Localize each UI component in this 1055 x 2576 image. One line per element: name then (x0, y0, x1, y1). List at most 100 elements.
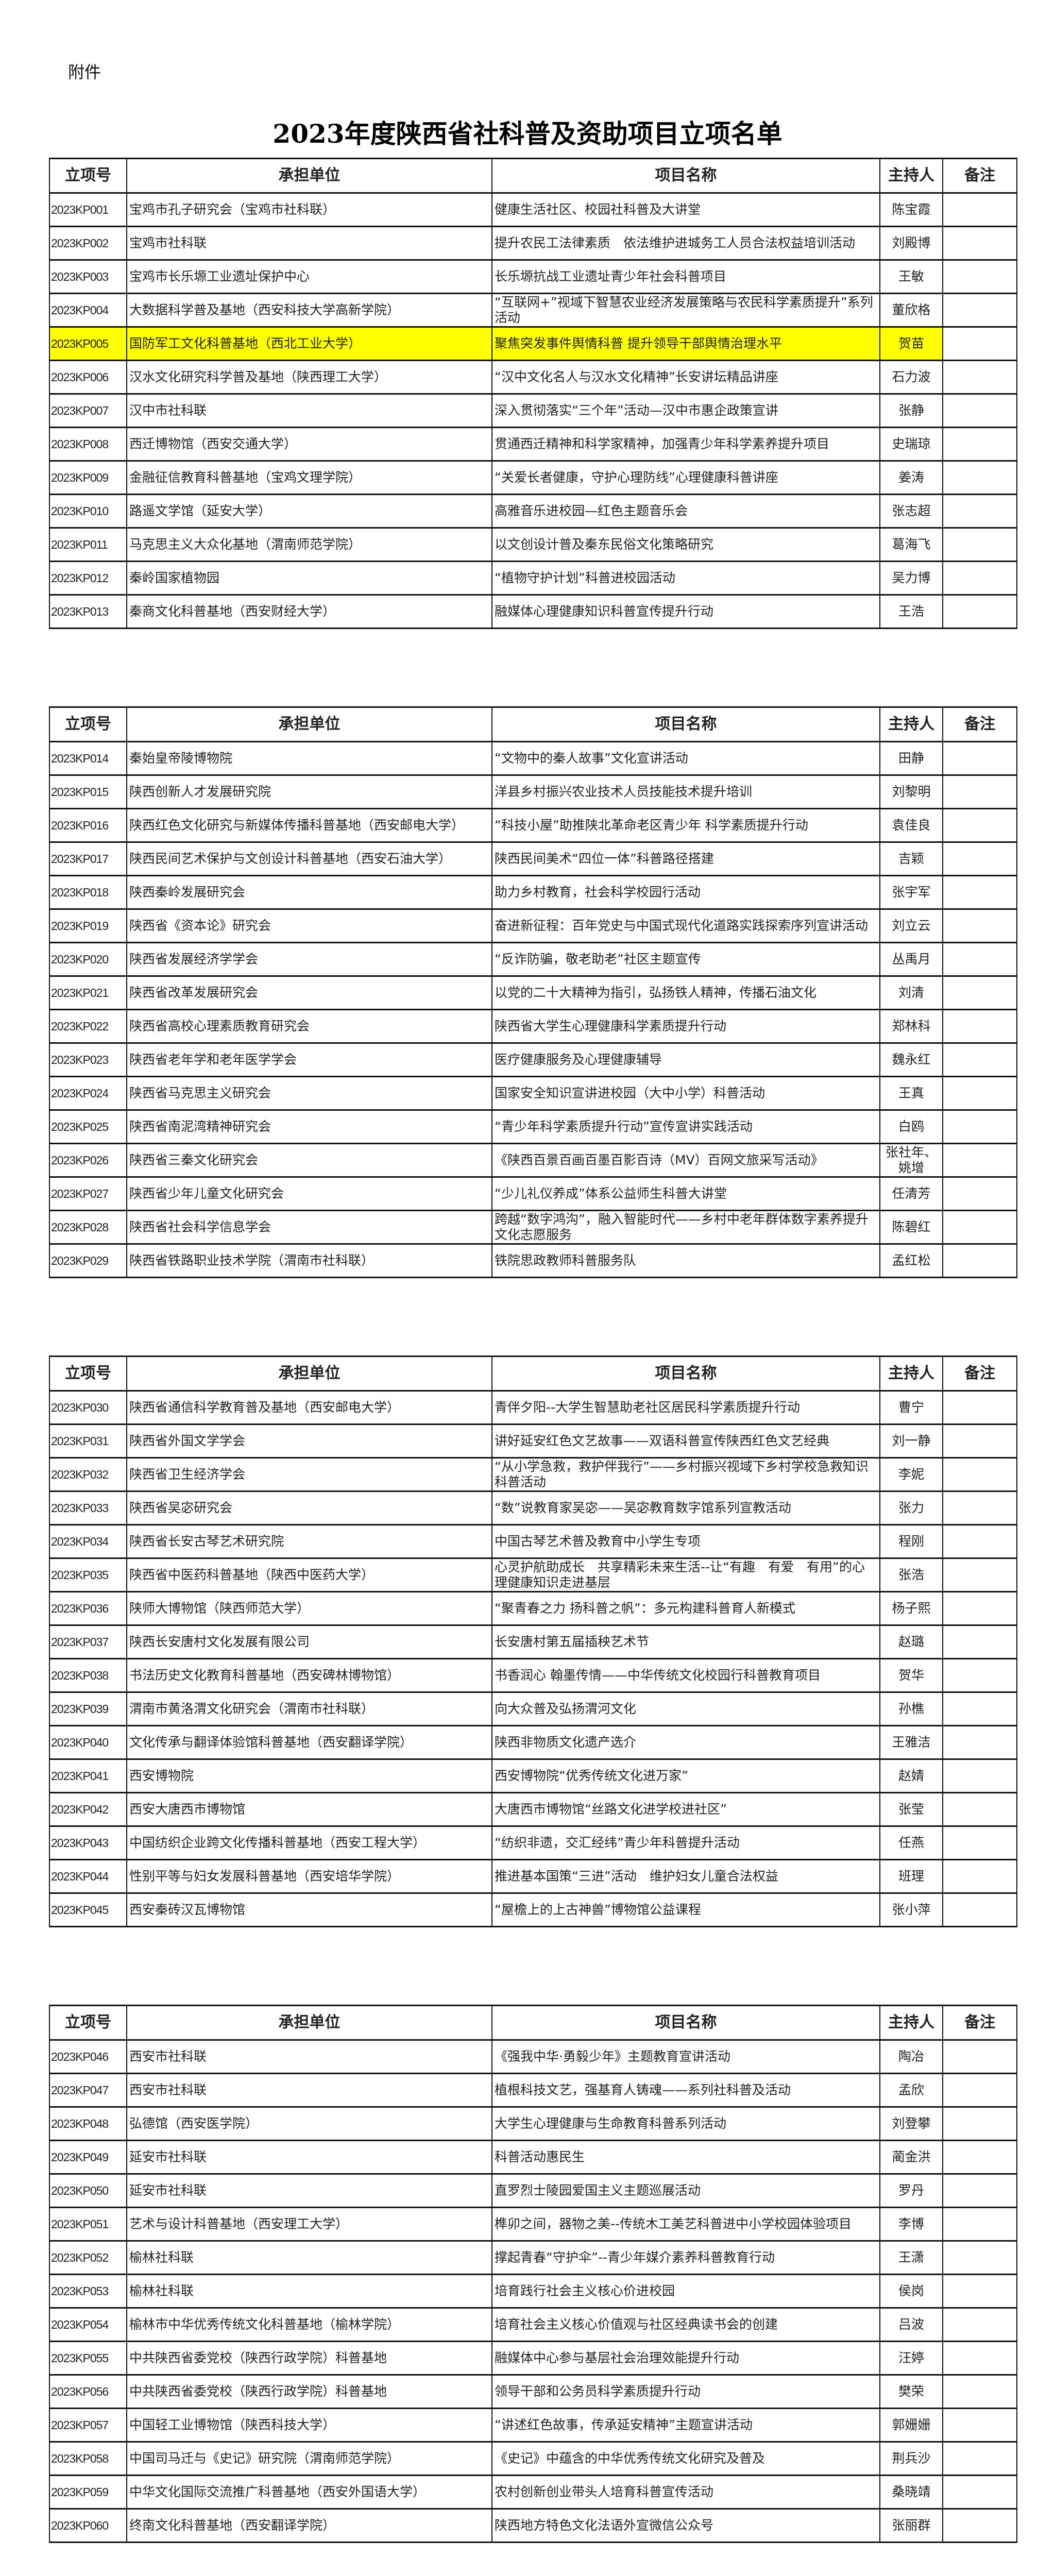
cell-unit: 陕西省三秦文化研究会 (126, 1143, 492, 1178)
cell-unit: 秦始皇帝陵博物院 (126, 741, 492, 776)
cell-note (942, 1859, 1017, 1894)
cell-id: 2023KP058 (49, 2441, 127, 2476)
cell-project: “植物守护计划”科普进校园活动 (491, 561, 880, 596)
cell-unit: 大数据科学普及基地（西安科技大学高新学院） (126, 293, 492, 328)
cell-host: 魏永红 (879, 1042, 943, 1077)
cell-note (942, 1591, 1017, 1626)
cell-unit: 弘德馆（西安医学院） (126, 2106, 492, 2141)
cell-id: 2023KP030 (49, 1390, 127, 1425)
project-table: 立项号 承担单位 项目名称 主持人 备注 2023KP030 陕西省通信科学教育普及基地（西… (49, 1355, 1017, 1927)
cell-id: 2023KP022 (49, 1009, 127, 1044)
cell-note (942, 360, 1017, 395)
cell-note (942, 908, 1017, 943)
cell-id: 2023KP041 (49, 1758, 127, 1793)
cell-id: 2023KP054 (49, 2307, 127, 2342)
cell-id: 2023KP007 (49, 393, 127, 428)
cell-project: 高雅音乐进校园—红色主题音乐会 (491, 494, 880, 529)
cell-id: 2023KP028 (49, 1210, 127, 1245)
table-row: 2023KP014 秦始皇帝陵博物院 “文物中的秦人故事”文化宣讲活动 田静 (49, 741, 1017, 776)
cell-unit: 汉中市社科联 (126, 393, 492, 428)
cell-project: 中国古琴艺术普及教育中小学生专项 (491, 1524, 880, 1559)
cell-project: 洋县乡村振兴农业技术人员技能技术提升培训 (491, 774, 880, 809)
table-row: 2023KP031 陕西省外国文学学会 讲好延安红色文艺故事——双语科普宣传陕西红色… (49, 1423, 1017, 1459)
cell-unit: 文化传承与翻译体验馆科普基地（西安翻译学院） (126, 1725, 492, 1760)
cell-project: 以党的二十大精神为指引，弘扬铁人精神，传播石油文化 (491, 975, 880, 1010)
table-row: 2023KP058 中国司马迁与《史记》研究院（渭南师范学院） 《史记》中蕴含的中华… (49, 2441, 1017, 2476)
cell-id: 2023KP019 (49, 908, 127, 943)
cell-unit: 西安市社科联 (126, 2039, 492, 2074)
cell-id: 2023KP038 (49, 1658, 127, 1693)
cell-note (942, 1176, 1017, 1211)
cell-project: 书香润心 翰墨传情——中华传统文化校园行科普教育项目 (491, 1658, 880, 1693)
cell-host: 刘黎明 (879, 774, 943, 809)
cell-id: 2023KP008 (49, 427, 127, 462)
column-header-host: 主持人 (879, 2005, 943, 2041)
cell-id: 2023KP050 (49, 2173, 127, 2208)
cell-id: 2023KP060 (49, 2508, 127, 2543)
cell-unit: 秦岭国家植物园 (126, 561, 492, 596)
table-row: 2023KP018 陕西秦岭发展研究会 助力乡村教育，社会科学校园行活动 张宇军 (49, 875, 1017, 910)
cell-id: 2023KP021 (49, 975, 127, 1010)
cell-id: 2023KP042 (49, 1792, 127, 1827)
cell-note (942, 1658, 1017, 1693)
cell-id: 2023KP049 (49, 2140, 127, 2175)
cell-project: 青伴夕阳--大学生智慧助老社区居民科学素质提升行动 (491, 1390, 880, 1425)
column-header-unit: 承担单位 (126, 2005, 492, 2041)
cell-id: 2023KP032 (49, 1457, 127, 1492)
cell-project: “少儿礼仪养成”体系公益师生科普大讲堂 (491, 1176, 880, 1211)
cell-host: 张小萍 (879, 1892, 943, 1927)
cell-unit: 马克思主义大众化基地（渭南师范学院） (126, 527, 492, 562)
column-header-host: 主持人 (879, 158, 943, 194)
cell-note (942, 741, 1017, 776)
cell-host: 陈碧红 (879, 1210, 943, 1245)
cell-unit: 汉水文化研究科学普及基地（陕西理工大学） (126, 360, 492, 395)
cell-unit: 陕西省外国文学学会 (126, 1423, 492, 1459)
table-row: 2023KP045 西安秦砖汉瓦博物馆 “屋檐上的上古神兽”博物馆公益课程 张小萍 (49, 1892, 1017, 1927)
table-row: 2023KP057 中国轻工业博物馆（陕西科技大学） “讲述红色故事，传承延安精神”… (49, 2408, 1017, 2443)
cell-note (942, 808, 1017, 843)
column-header-id: 立项号 (49, 706, 127, 742)
cell-note (942, 1457, 1017, 1492)
cell-unit: 中共陕西省委党校（陕西行政学院）科普基地 (126, 2341, 492, 2376)
cell-project: “汉中文化名人与汉水文化精神”长安讲坛精品讲座 (491, 360, 880, 395)
cell-project: 《陕西百景百画百墨百影百诗（MV）百网文旅采写活动》 (491, 1143, 880, 1178)
cell-note (942, 2441, 1017, 2476)
cell-host: 张丽群 (879, 2508, 943, 2543)
column-header-id: 立项号 (49, 2005, 127, 2041)
cell-unit: 秦商文化科普基地（西安财经大学） (126, 594, 492, 629)
cell-note (942, 1009, 1017, 1044)
table-row: 2023KP050 延安市社科联 直罗烈士陵园爱国主义主题巡展活动 罗丹 (49, 2173, 1017, 2208)
table-row: 2023KP008 西迁博物馆（西安交通大学） 贯通西迁精神和科学家精神，加强青少年… (49, 427, 1017, 462)
cell-unit: 延安市社科联 (126, 2140, 492, 2175)
cell-host: 王真 (879, 1076, 943, 1111)
cell-id: 2023KP053 (49, 2274, 127, 2309)
cell-unit: 西安大唐西市博物馆 (126, 1792, 492, 1827)
project-table: 立项号 承担单位 项目名称 主持人 备注 2023KP001 宝鸡市孔子研究会（宝鸡市社科联… (49, 158, 1017, 629)
cell-host: 赵婧 (879, 1758, 943, 1793)
cell-project: 向大众普及弘扬渭河文化 (491, 1691, 880, 1726)
table-row: 2023KP035 陕西省中医药科普基地（陕西中医药大学） 心灵护航助成长 共享精彩… (49, 1557, 1017, 1592)
cell-project: 农村创新创业带头人培育科普宣传活动 (491, 2475, 880, 2510)
cell-unit: 艺术与设计科普基地（西安理工大学） (126, 2207, 492, 2242)
table-row: 2023KP060 终南文化科普基地（西安翻译学院） 陕西地方特色文化法语外宣微信公… (49, 2508, 1017, 2543)
cell-host: 葛海飞 (879, 527, 943, 562)
cell-host: 李博 (879, 2207, 943, 2242)
cell-project: “青少年科学素质提升行动”宣传宣讲实践活动 (491, 1109, 880, 1144)
cell-note (942, 1557, 1017, 1592)
cell-note (942, 1792, 1017, 1827)
cell-note (942, 2274, 1017, 2309)
cell-note (942, 1143, 1017, 1178)
table-row: 2023KP040 文化传承与翻译体验馆科普基地（西安翻译学院） 陕西非物质文化遗产… (49, 1725, 1017, 1760)
cell-unit: 西安博物院 (126, 1758, 492, 1793)
cell-project: “讲述红色故事，传承延安精神”主题宣讲活动 (491, 2408, 880, 2443)
cell-project: 《史记》中蕴含的中华优秀传统文化研究及普及 (491, 2441, 880, 2476)
cell-host: 任燕 (879, 1825, 943, 1860)
cell-unit: 陕西省长安古琴艺术研究院 (126, 1524, 492, 1559)
cell-project: 深入贯彻落实“三个年”活动—汉中市惠企政策宣讲 (491, 393, 880, 428)
table-row: 2023KP006 汉水文化研究科学普及基地（陕西理工大学） “汉中文化名人与汉水文… (49, 360, 1017, 395)
column-header-id: 立项号 (49, 158, 127, 194)
cell-project: 培育践行社会主义核心价进校园 (491, 2274, 880, 2309)
cell-note (942, 1210, 1017, 1245)
cell-host: 张力 (879, 1490, 943, 1526)
cell-host: 吴力博 (879, 561, 943, 596)
